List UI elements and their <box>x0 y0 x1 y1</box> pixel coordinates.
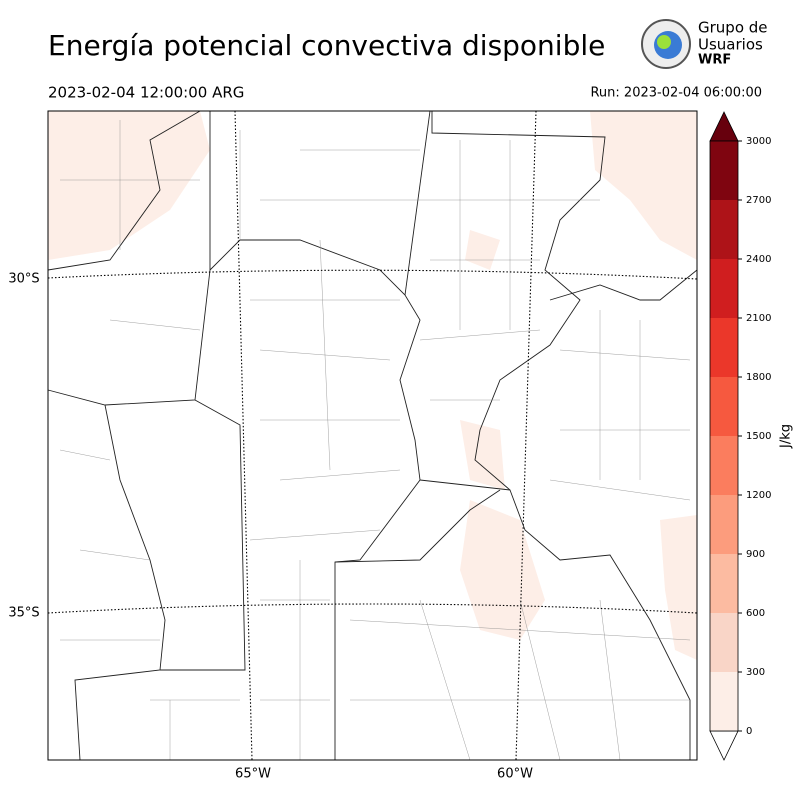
colorbar-tick-label: 3000 <box>746 136 771 147</box>
colorbar-segment <box>710 141 738 200</box>
logo-text: WRF <box>698 53 731 68</box>
lat-label: 35°S <box>8 606 39 621</box>
colorbar-tick-label: 2700 <box>746 195 771 206</box>
colorbar-segment <box>710 672 738 731</box>
colorbar-tick-label: 600 <box>746 608 765 619</box>
latitude-line <box>47 603 698 614</box>
logo-text: Grupo de <box>698 19 768 37</box>
colorbar-segment <box>710 495 738 554</box>
logo: Grupo de Usuarios WRF <box>641 19 768 69</box>
colorbar-tick-label: 2400 <box>746 254 771 265</box>
map <box>47 110 698 761</box>
lat-label: 30°S <box>8 272 39 287</box>
colorbar-segment <box>710 436 738 495</box>
colorbar-extend-max <box>709 111 739 142</box>
colorbar-tick-label: 300 <box>746 667 765 678</box>
colorbar-segment <box>710 613 738 672</box>
colorbar-segment <box>710 318 738 377</box>
colorbar-tick-label: 0 <box>746 726 752 737</box>
lon-label: 60°W <box>497 767 533 782</box>
logo-text: Usuarios <box>698 36 763 54</box>
colorbar-tick-label: 1800 <box>746 372 771 383</box>
colorbar-tick-label: 2100 <box>746 313 771 324</box>
lon-label: 65°W <box>235 767 271 782</box>
title: Energía potencial convectiva disponible <box>48 29 605 62</box>
colorbar-segment <box>710 200 738 259</box>
colorbar-tick-label: 1200 <box>746 490 771 501</box>
colorbar-tick-label: 900 <box>746 549 765 560</box>
colorbar-segment <box>710 259 738 318</box>
colorbar: J/kg 0 300 600 900 1200 1500 1800 2100 2400 2700 3… <box>709 111 794 761</box>
colorbar-segment <box>710 554 738 613</box>
map-frame <box>47 110 698 761</box>
colorbar-label: J/kg <box>779 424 794 449</box>
colorbar-extend-min <box>709 730 739 761</box>
run-time: Run: 2023-02-04 06:00:00 <box>590 86 762 101</box>
latitude-line <box>47 269 698 280</box>
graticule: 30°S 35°S 65°W 60°W <box>8 110 698 782</box>
colorbar-tick-label: 1500 <box>746 431 771 442</box>
colorbar-segment <box>710 377 738 436</box>
valid-time: 2023-02-04 12:00:00 ARG <box>48 84 244 102</box>
